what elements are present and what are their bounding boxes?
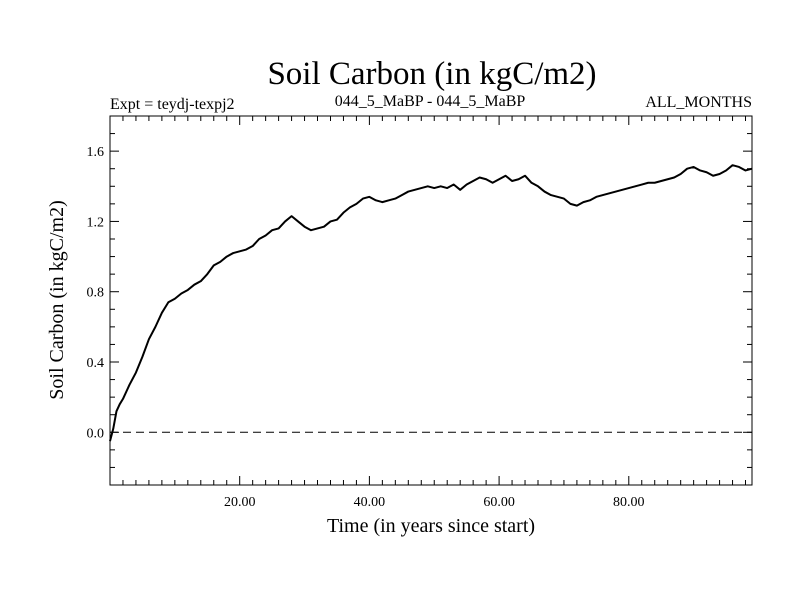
x-axis-label: Time (in years since start) bbox=[327, 515, 535, 537]
y-tick-label: 0.8 bbox=[87, 286, 105, 301]
subtitle-center: 044_5_MaBP - 044_5_MaBP bbox=[335, 93, 526, 110]
axis-tick-labels: 20.00 40.00 60.00 80.00 0.0 0.4 0.8 1.2 1.6 bbox=[87, 145, 645, 510]
x-tick-label: 80.00 bbox=[613, 495, 645, 510]
y-tick-label: 1.2 bbox=[87, 215, 105, 230]
y-tick-label: 1.6 bbox=[87, 145, 105, 160]
subtitle-left: Expt = teydj-texpj2 bbox=[110, 96, 235, 113]
x-tick-label: 20.00 bbox=[224, 495, 256, 510]
y-axis-label: Soil Carbon (in kgC/m2) bbox=[46, 200, 68, 399]
plot-frame bbox=[109, 115, 753, 486]
y-tick-label: 0.0 bbox=[87, 426, 105, 441]
x-tick-label: 60.00 bbox=[483, 495, 515, 510]
axis-ticks bbox=[110, 116, 752, 485]
x-tick-label: 40.00 bbox=[354, 495, 386, 510]
chart-title: Soil Carbon (in kgC/m2) bbox=[267, 56, 596, 92]
y-tick-label: 0.4 bbox=[87, 356, 105, 371]
series-line bbox=[109, 164, 753, 442]
subtitle-right: ALL_MONTHS bbox=[645, 94, 752, 111]
